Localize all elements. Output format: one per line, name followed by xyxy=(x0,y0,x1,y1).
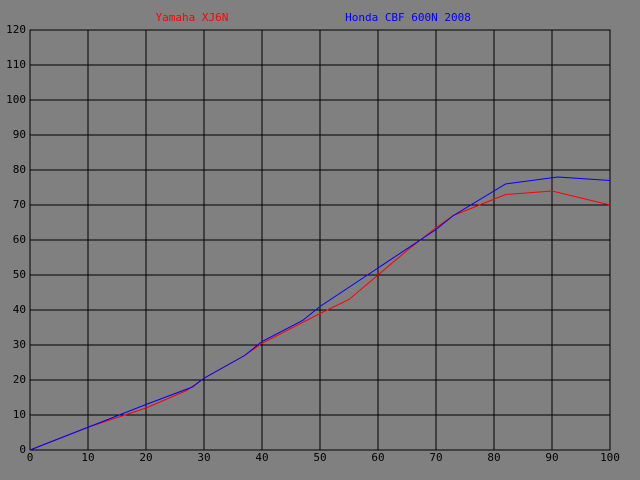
y-tick-label: 80 xyxy=(13,163,26,176)
legend-label: Honda CBF 600N 2008 xyxy=(345,11,471,24)
y-tick-label: 120 xyxy=(6,23,26,36)
y-tick-label: 30 xyxy=(13,338,26,351)
y-tick-label: 100 xyxy=(6,93,26,106)
y-tick-label: 40 xyxy=(13,303,26,316)
y-tick-label: 10 xyxy=(13,408,26,421)
legend-label: Yamaha XJ6N xyxy=(156,11,229,24)
y-tick-label: 110 xyxy=(6,58,26,71)
x-tick-label: 50 xyxy=(313,451,326,464)
x-tick-label: 80 xyxy=(487,451,500,464)
x-tick-label: 30 xyxy=(197,451,210,464)
x-tick-label: 0 xyxy=(27,451,34,464)
x-tick-label: 100 xyxy=(600,451,620,464)
x-tick-label: 10 xyxy=(81,451,94,464)
y-tick-label: 90 xyxy=(13,128,26,141)
y-tick-label: 20 xyxy=(13,373,26,386)
x-tick-label: 20 xyxy=(139,451,152,464)
x-tick-label: 40 xyxy=(255,451,268,464)
y-tick-label: 50 xyxy=(13,268,26,281)
y-tick-label: 70 xyxy=(13,198,26,211)
x-tick-label: 90 xyxy=(545,451,558,464)
series-line xyxy=(29,176,611,451)
x-tick-label: 70 xyxy=(429,451,442,464)
series-line xyxy=(29,190,611,451)
y-tick-label: 0 xyxy=(19,443,26,456)
y-tick-label: 60 xyxy=(13,233,26,246)
x-tick-label: 60 xyxy=(371,451,384,464)
